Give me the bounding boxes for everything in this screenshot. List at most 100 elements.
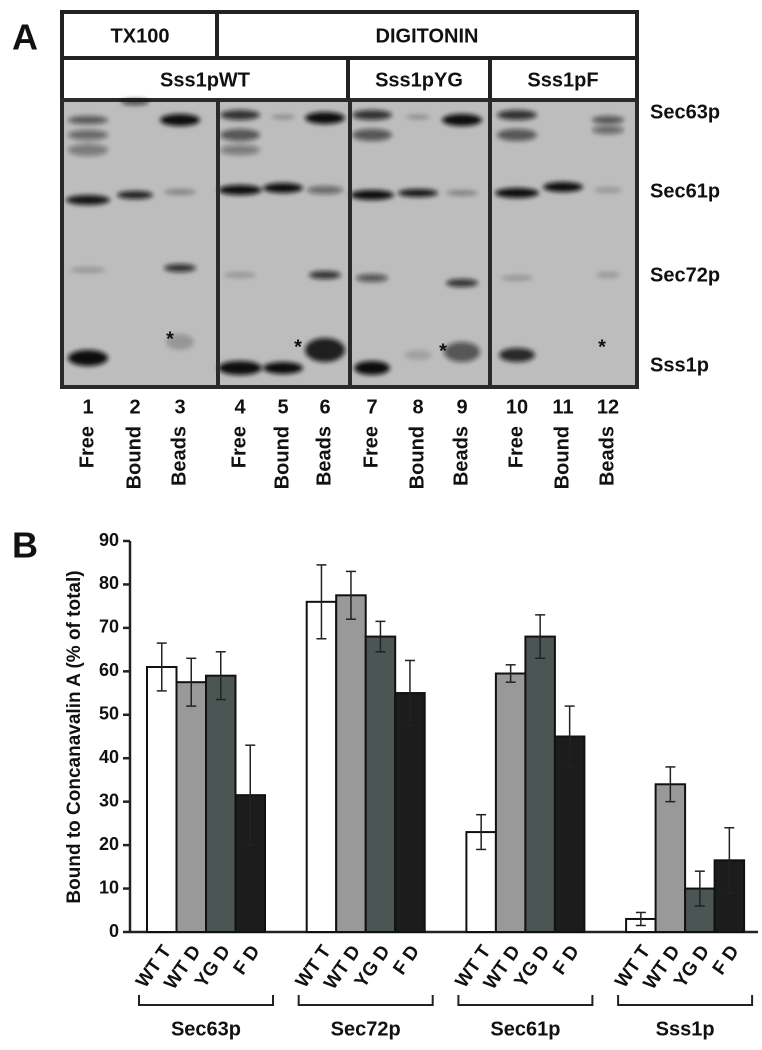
band [497,129,537,141]
lane-number: 4 [234,396,246,418]
bracket [457,995,594,1006]
lane-number: 9 [456,396,467,418]
band [446,279,478,287]
band [592,116,624,124]
error-bar [476,813,487,851]
subheader: Sss1pWT [160,69,250,91]
bar-label: F D [389,942,424,979]
band [164,264,196,272]
lane-label: Free [360,426,382,468]
band [218,185,262,195]
band [117,191,153,199]
error-bar [345,570,356,620]
y-tick-label: 80 [99,573,119,593]
band [68,116,108,124]
band [596,272,620,278]
error-bar [694,870,705,907]
band [352,129,392,141]
error-bar [316,564,327,640]
band [220,145,260,155]
error-bar [186,657,197,707]
lane-label: Bound [551,426,573,489]
bar [394,692,426,933]
band [497,110,537,120]
error-bar [635,911,646,927]
lane-number: 1 [82,396,93,418]
bar [364,635,397,933]
y-tick-label: 50 [99,704,119,724]
bracket [617,995,754,1006]
band [356,274,388,282]
band [442,114,482,126]
subheader: Sss1pF [527,69,598,91]
lane-label: Bound [123,426,145,489]
error-bar [665,766,676,803]
band [592,126,624,134]
band [350,190,394,200]
band [398,189,438,197]
bracket [297,995,434,1006]
band [354,361,390,375]
bar [175,681,207,934]
category-label: Sec63p [171,1018,241,1040]
bar [205,674,237,934]
band [263,362,303,374]
bracket [138,995,274,1006]
bar [305,600,338,933]
y-tick-label: 0 [109,921,119,941]
bands [66,99,624,375]
band [444,342,480,362]
lane-number: 2 [129,396,140,418]
lane-label: Bound [406,426,428,489]
band [68,350,108,366]
bar [146,665,178,933]
bar [654,783,687,933]
band [121,99,149,105]
band [220,129,260,141]
band [218,361,262,375]
band [70,267,106,273]
lane-number: 5 [277,396,288,418]
y-tick-label: 70 [99,617,119,637]
bar-label: F D [230,942,265,979]
band [263,183,303,193]
band [446,190,478,196]
band [352,110,392,120]
band [594,187,622,193]
band [164,189,196,195]
band [305,112,345,124]
lane-number: 6 [319,396,330,418]
header-boxes [60,10,639,102]
band [68,130,108,140]
lane-number: 8 [412,396,423,418]
panel-label: B [12,525,38,566]
error-bar [535,614,546,660]
band [66,195,110,205]
lane-label: Beads [168,426,190,486]
asterisk: * [439,340,447,362]
bar [524,635,556,933]
y-tick-label: 90 [99,530,119,550]
bar [494,672,527,933]
error-bar [404,659,415,727]
blot-dividers [216,100,492,387]
lane-label: Beads [596,426,618,486]
y-tick-label: 10 [99,877,119,897]
lane-label: Beads [313,426,335,486]
band [224,272,256,278]
band [309,271,341,279]
error-bar [564,705,575,768]
protein-label: Sec72p [650,264,720,286]
panel-label: A [12,17,38,58]
error-bar [375,620,386,653]
category-label: Sec72p [331,1018,401,1040]
band [404,350,432,360]
lane-number: 7 [366,396,377,418]
y-tick-label: 30 [99,790,119,810]
band [160,114,200,126]
band [271,115,295,119]
band [305,338,345,362]
header: DIGITONIN [376,25,479,47]
error-bar [505,664,516,683]
